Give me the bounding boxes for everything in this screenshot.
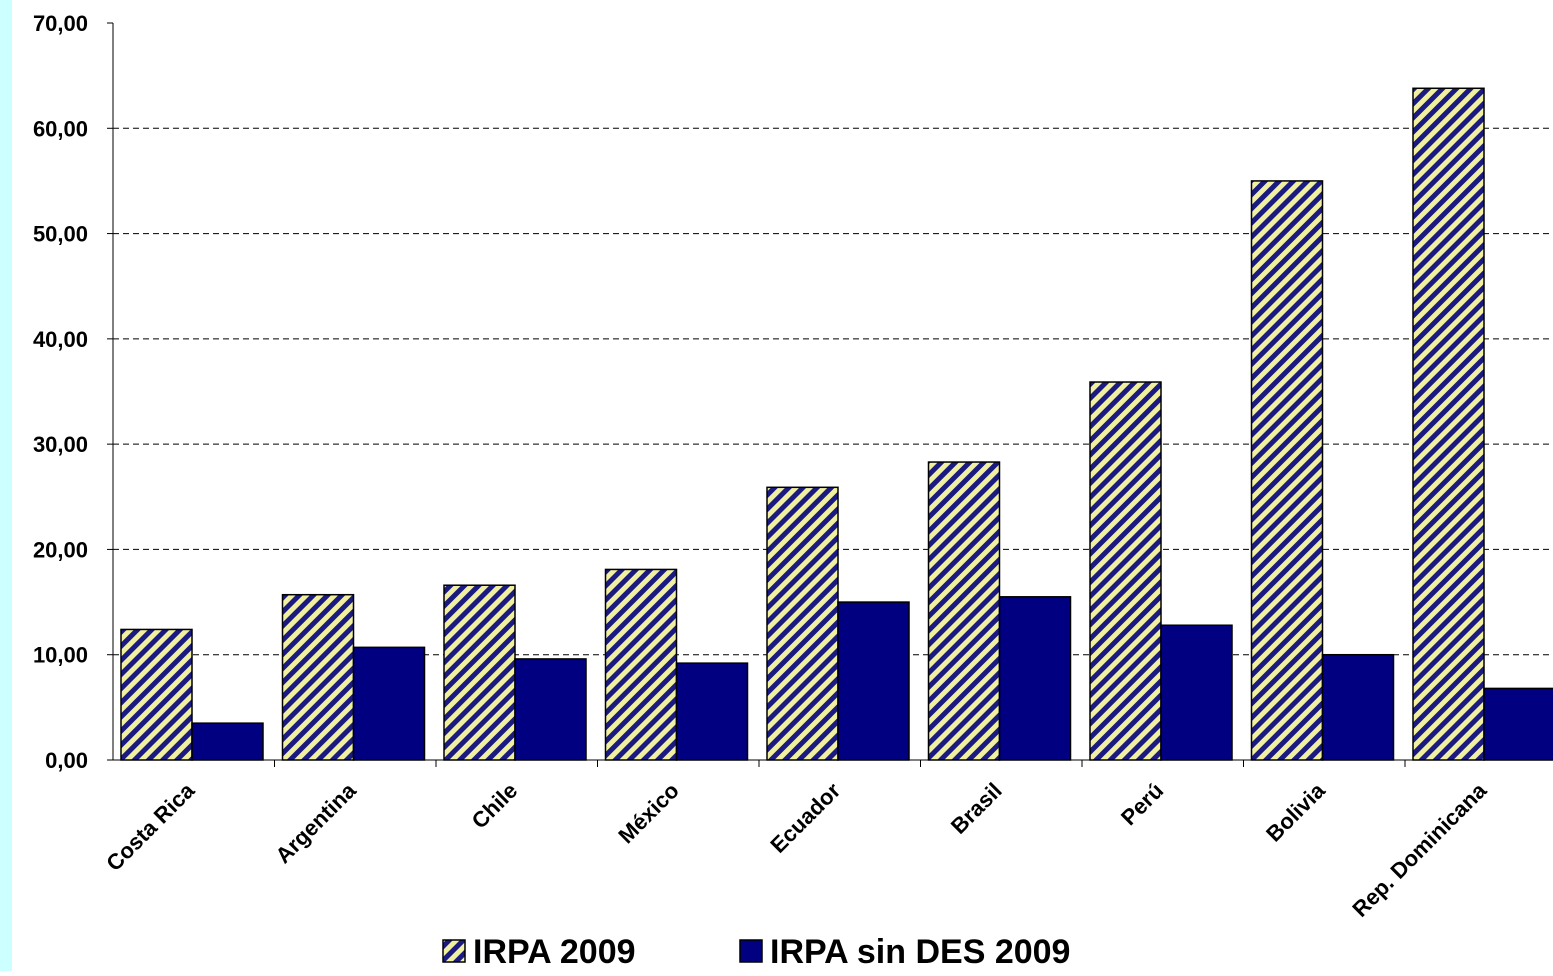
y-tick-label: 20,00 (33, 537, 88, 562)
bar-irpa-sin-des-2009 (1160, 624, 1233, 761)
bar-irpa-sin-des-2009 (837, 601, 910, 761)
legend-swatch (442, 939, 466, 963)
bar-irpa-sin-des-2009 (514, 658, 587, 761)
x-category-label: Perú (1116, 778, 1168, 830)
legend-swatch (739, 939, 763, 963)
x-category-label: Costa Rica (101, 777, 200, 876)
bar-irpa-2009 (120, 628, 193, 761)
x-category-label: Ecuador (765, 778, 845, 858)
y-tick-label: 70,00 (33, 11, 88, 36)
bar-irpa-2009 (443, 584, 516, 761)
bar-irpa-sin-des-2009 (352, 646, 426, 761)
bar-irpa-2009 (1250, 180, 1324, 761)
legend-label: IRPA sin DES 2009 (770, 933, 1070, 971)
legend-label: IRPA 2009 (473, 933, 636, 971)
bar-irpa-sin-des-2009 (191, 722, 264, 761)
x-category-label: México (613, 778, 683, 848)
bar-irpa-sin-des-2009 (1483, 687, 1553, 761)
x-category-label: Rep. Dominicana (1347, 777, 1491, 921)
bar-irpa-2009 (1412, 87, 1485, 761)
axes: 0,00 10,00 20,00 30,00 40,00 50,00 60,00 70,00 C… (33, 11, 1553, 922)
y-tick-label: 40,00 (33, 327, 88, 352)
bar-irpa-sin-des-2009 (998, 596, 1072, 761)
x-category-label: Bolivia (1261, 777, 1330, 846)
bars (120, 87, 1553, 761)
y-tick-label: 0,00 (45, 748, 88, 773)
y-tick-label: 30,00 (33, 432, 88, 457)
left-accent-strip (0, 0, 12, 971)
bar-irpa-2009 (604, 568, 678, 761)
y-tick-label: 50,00 (33, 222, 88, 247)
x-category-label: Brasil (946, 778, 1007, 839)
bar-irpa-2009 (1089, 381, 1162, 761)
bar-irpa-2009 (766, 486, 839, 761)
x-category-label: Argentina (270, 777, 361, 868)
bar-irpa-2009 (281, 593, 355, 761)
y-tick-label: 10,00 (33, 643, 88, 668)
bar-irpa-2009 (927, 461, 1001, 761)
x-category-label: Chile (467, 778, 523, 834)
bar-irpa-sin-des-2009 (675, 662, 749, 761)
legend: IRPA 2009 IRPA sin DES 2009 (442, 933, 1070, 971)
bar-irpa-sin-des-2009 (1321, 653, 1395, 761)
y-tick-label: 60,00 (33, 116, 88, 141)
